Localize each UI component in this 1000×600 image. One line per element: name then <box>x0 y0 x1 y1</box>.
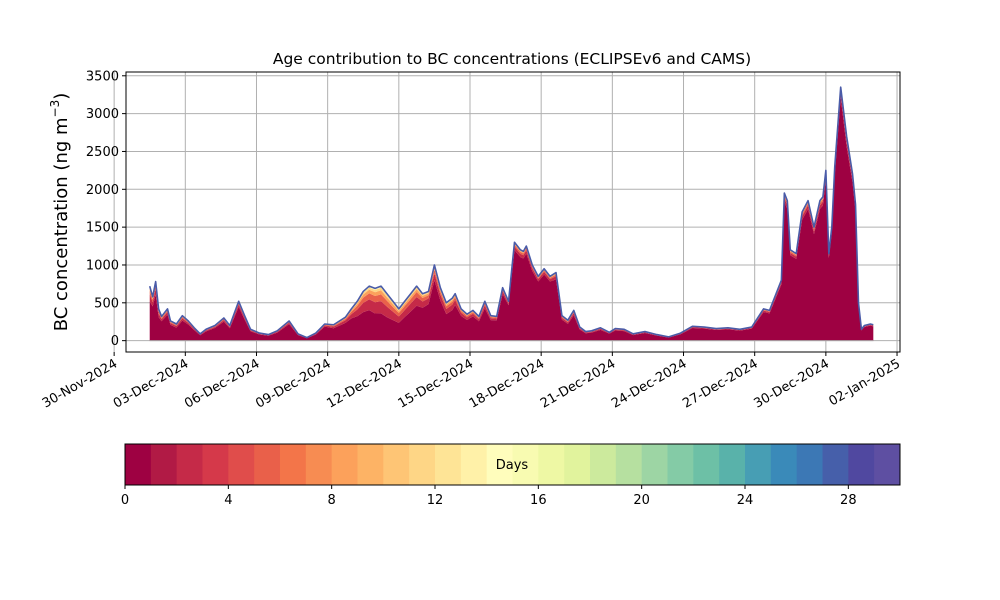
colorbar-bin <box>331 444 358 485</box>
age-area-layers <box>148 86 874 342</box>
age-layer-day-0 <box>149 97 874 341</box>
colorbar-bin <box>538 444 565 485</box>
x-tick-label: 02-Jan-2025 <box>826 356 903 409</box>
x-tick-label: 12-Dec-2024 <box>324 356 404 411</box>
colorbar-bin <box>409 444 436 485</box>
colorbar-label: Days <box>496 458 529 473</box>
colorbar-bin <box>202 444 229 485</box>
colorbar-bin <box>874 444 901 485</box>
x-tick-label: 03-Dec-2024 <box>111 356 191 411</box>
colorbar-bin <box>435 444 462 485</box>
colorbar-tick-label: 0 <box>121 493 129 508</box>
colorbar-tick-label: 16 <box>530 493 547 508</box>
x-axis-ticks: 30-Nov-202403-Dec-202406-Dec-202409-Dec-… <box>40 352 903 412</box>
x-tick-label: 27-Dec-2024 <box>680 356 760 411</box>
chart-title: Age contribution to BC concentrations (E… <box>273 50 751 68</box>
x-tick-label: 15-Dec-2024 <box>396 356 476 411</box>
colorbar-bin <box>357 444 384 485</box>
x-tick-label: 30-Nov-2024 <box>40 356 120 411</box>
colorbar-bin <box>460 444 488 485</box>
colorbar-bin <box>564 444 591 485</box>
grid-lines <box>113 72 900 352</box>
colorbar-tick-label: 24 <box>737 493 754 508</box>
y-tick-label: 500 <box>94 296 119 311</box>
colorbar-bin <box>150 444 178 485</box>
colorbar-tick-label: 20 <box>633 493 650 508</box>
y-tick-label: 2000 <box>86 183 119 198</box>
colorbar-bin <box>125 444 152 485</box>
colorbar-tick-label: 28 <box>840 493 857 508</box>
y-tick-label: 3000 <box>86 107 119 122</box>
x-tick-label: 21-Dec-2024 <box>538 356 618 411</box>
colorbar-bin <box>719 444 746 485</box>
colorbar-bin <box>228 444 255 485</box>
x-tick-label: 06-Dec-2024 <box>182 356 262 411</box>
colorbar-bin <box>796 444 823 485</box>
colorbar-bin <box>745 444 772 485</box>
colorbar-bin <box>615 444 643 485</box>
colorbar-bin <box>383 444 410 485</box>
y-axis-label-exponent: −3 <box>48 100 62 118</box>
colorbar-bin <box>254 444 281 485</box>
colorbar-bin <box>667 444 694 485</box>
x-tick-label: 24-Dec-2024 <box>609 356 689 411</box>
colorbar-tick-label: 4 <box>224 493 232 508</box>
colorbar-frame <box>124 443 901 486</box>
total-concentration-line <box>148 86 874 339</box>
y-tick-label: 0 <box>111 334 119 349</box>
colorbar-bin <box>822 444 849 485</box>
colorbar-bin <box>176 444 203 485</box>
x-tick-label: 30-Dec-2024 <box>751 356 831 411</box>
y-axis-label-text: BC concentration (ng m <box>51 117 72 331</box>
colorbar-bin <box>280 444 307 485</box>
colorbar-bin <box>770 444 798 485</box>
colorbar-bin <box>693 444 720 485</box>
y-tick-label: 1500 <box>86 221 119 236</box>
colorbar-bins <box>125 444 901 485</box>
y-tick-label: 2500 <box>86 145 119 160</box>
y-axis-label: BC concentration (ng m−3) <box>48 93 72 332</box>
colorbar-ticks: 0 4 8 12 16 20 24 28 <box>121 485 857 508</box>
colorbar: Days 0 4 8 12 16 20 24 28 <box>121 443 901 508</box>
x-tick-label: 18-Dec-2024 <box>467 356 547 411</box>
y-axis-ticks: 0 500 1000 1500 2000 2500 3000 3500 <box>86 69 126 349</box>
colorbar-bin <box>512 444 539 485</box>
colorbar-bin <box>848 444 875 485</box>
y-tick-label: 1000 <box>86 258 119 273</box>
plot-frame <box>125 71 901 353</box>
x-tick-label: 09-Dec-2024 <box>253 356 333 411</box>
colorbar-bin <box>590 444 617 485</box>
colorbar-tick-label: 8 <box>328 493 336 508</box>
colorbar-tick-label: 12 <box>427 493 444 508</box>
y-axis-label-close: ) <box>51 93 72 100</box>
y-tick-label: 3500 <box>86 69 119 84</box>
colorbar-bin <box>305 444 333 485</box>
colorbar-bin <box>486 444 513 485</box>
colorbar-bin <box>641 444 668 485</box>
